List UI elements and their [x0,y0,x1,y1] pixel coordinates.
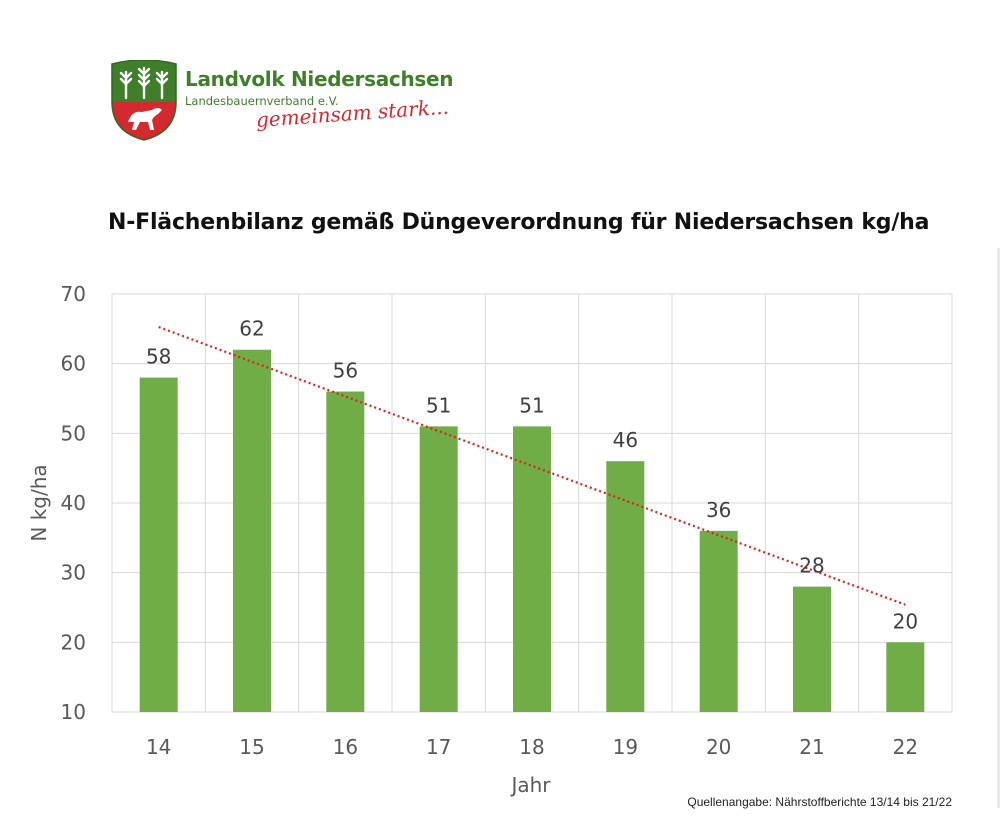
x-tick-label: 17 [426,735,451,759]
y-tick-label: 30 [61,561,86,585]
bar [886,642,925,712]
data-label: 36 [706,498,731,522]
logo-emblem-icon [111,60,177,141]
y-tick-label: 60 [61,352,86,376]
data-label: 51 [426,393,451,417]
bar [793,586,831,712]
logo-title: Landvolk Niedersachsen [185,67,454,91]
logo: Landvolk Niedersachsen Landesbauernverba… [108,60,454,150]
chart-title: N-Flächenbilanz gemäß Düngeverordnung fü… [108,210,930,235]
label-layer: 58 62 56 51 51 46 36 28 20 [146,317,918,634]
bar [326,391,365,712]
right-edge-divider [997,248,1000,808]
data-label: 51 [519,393,544,417]
y-axis-title: N kg/ha [27,464,51,541]
y-tick-label: 20 [61,630,86,654]
y-tick-label: 70 [61,282,86,306]
x-tick-label: 19 [613,735,638,759]
bar [699,530,738,712]
axis-layer: 10 20 30 40 50 60 70 14 15 16 17 18 19 20 21 22 [61,282,919,759]
data-label: 20 [893,609,918,633]
x-tick-label: 21 [799,735,824,759]
logo-subtitle: Landesbauernverband e.V. [185,94,339,108]
x-tick-label: 15 [239,735,264,759]
bar [419,426,458,712]
data-label: 62 [239,317,264,341]
x-axis-title: Jahr [509,773,551,797]
bar [606,461,645,712]
bar [139,377,178,712]
x-tick-label: 18 [519,735,544,759]
x-tick-label: 14 [146,735,171,759]
x-tick-label: 22 [893,735,918,759]
y-tick-label: 50 [61,421,86,445]
source-note: Quellenangabe: Nährstoffberichte 13/14 b… [687,795,952,809]
y-tick-label: 40 [61,491,86,515]
x-tick-label: 16 [333,735,358,759]
bar-layer [139,349,925,712]
data-label: 46 [613,428,638,452]
data-label: 58 [146,345,171,369]
x-tick-label: 20 [706,735,731,759]
data-label: 28 [799,554,824,578]
bar [513,426,551,712]
y-tick-label: 10 [61,700,86,724]
data-label: 56 [333,359,358,383]
bar [233,349,271,712]
